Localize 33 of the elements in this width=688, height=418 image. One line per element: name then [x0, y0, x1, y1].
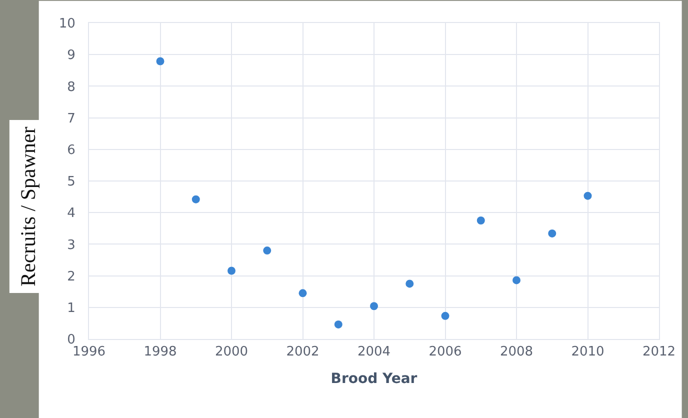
y-tick-label: 3	[67, 238, 76, 253]
y-tick-label: 9	[67, 48, 76, 64]
y-tick-label: 10	[58, 16, 76, 32]
y-tick-label: 5	[67, 174, 76, 190]
point	[584, 192, 592, 200]
y-tick-label: 1	[67, 300, 76, 316]
y-axis-title: Recruits / Spawner	[16, 126, 40, 286]
x-tick-label: 2002	[286, 344, 320, 360]
point	[228, 266, 236, 275]
point	[263, 246, 272, 255]
point	[370, 302, 378, 310]
y-tick-label: 7	[67, 111, 76, 126]
x-axis-title: Brood Year	[330, 370, 418, 387]
y-tick-label: 2	[67, 269, 76, 284]
x-tick-label: 2000	[214, 344, 248, 360]
point	[441, 312, 450, 320]
point	[192, 195, 200, 204]
y-tick-label: 4	[67, 206, 76, 222]
point	[334, 320, 342, 328]
y-tick-label: 6	[67, 142, 76, 158]
x-tick-label: 1998	[144, 344, 177, 360]
point	[298, 289, 307, 298]
y-tick-label: 8	[67, 80, 76, 95]
x-tick-label: 2010	[571, 344, 604, 360]
point	[476, 216, 485, 224]
point	[512, 276, 520, 284]
point	[406, 280, 414, 288]
x-tick-label: 2008	[500, 344, 534, 360]
x-tick-label: 2012	[642, 344, 676, 360]
point	[548, 229, 556, 238]
x-tick-label: 2006	[428, 344, 462, 360]
point	[156, 57, 164, 66]
x-tick-label: 2004	[357, 344, 391, 360]
